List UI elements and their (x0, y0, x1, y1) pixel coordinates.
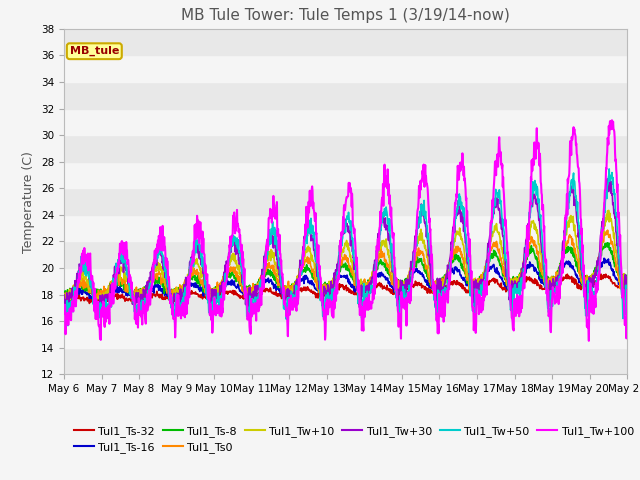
Bar (64, 295, 627, 321)
Bar (64, 82, 627, 108)
Bar (64, 241, 627, 268)
Bar (64, 348, 627, 374)
Bar (64, 55, 627, 82)
Y-axis label: Temperature (C): Temperature (C) (22, 151, 35, 252)
Bar (64, 321, 627, 348)
Bar (64, 162, 627, 188)
Bar (64, 268, 627, 295)
Text: MB_tule: MB_tule (70, 46, 119, 56)
Bar (64, 29, 627, 55)
Bar (64, 215, 627, 241)
Bar (64, 188, 627, 215)
Bar (64, 108, 627, 135)
Legend: Tul1_Ts-32, Tul1_Ts-16, Tul1_Ts-8, Tul1_Ts0, Tul1_Tw+10, Tul1_Tw+30, Tul1_Tw+50,: Tul1_Ts-32, Tul1_Ts-16, Tul1_Ts-8, Tul1_… (70, 421, 638, 458)
Bar (64, 135, 627, 162)
Title: MB Tule Tower: Tule Temps 1 (3/19/14-now): MB Tule Tower: Tule Temps 1 (3/19/14-now… (181, 9, 510, 24)
